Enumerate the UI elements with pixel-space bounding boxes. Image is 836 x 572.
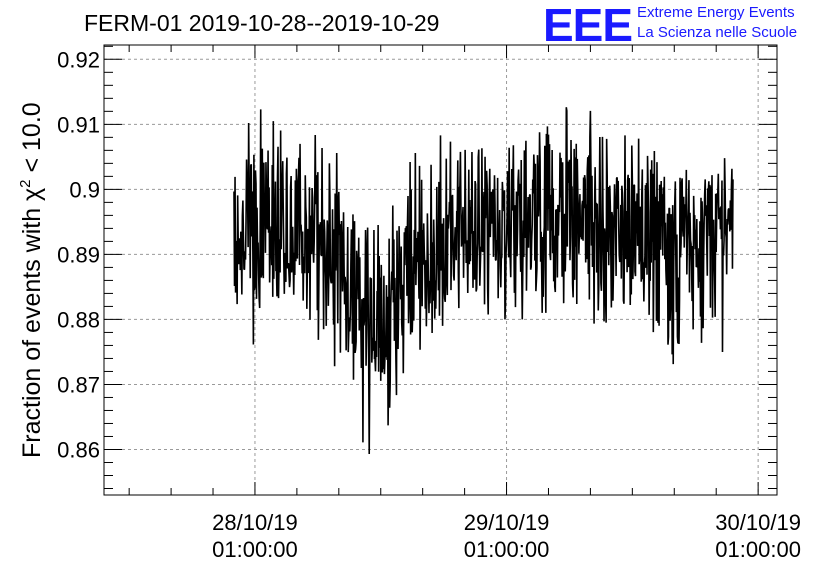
y-tick-label: 0.88 (57, 307, 100, 332)
y-axis-label: Fraction of events with χ2 < 10.0 (17, 102, 46, 458)
data-layer (233, 107, 734, 455)
plot-frame (103, 44, 778, 496)
x-tick-time-label: 01:00:00 (212, 537, 298, 562)
y-tick-label: 0.86 (57, 437, 100, 462)
eee-logo: EEE (543, 0, 633, 51)
y-axis-label-prefix: Fraction of events with (18, 201, 46, 458)
y-tick-label: 0.91 (57, 112, 100, 137)
x-tick-date-label: 29/10/19 (464, 510, 550, 535)
chart-title: FERM-01 2019-10-28--2019-10-29 (84, 10, 440, 36)
x-tick-time-label: 01:00:00 (464, 537, 550, 562)
y-axis-label-superscript: 2 (17, 179, 34, 187)
y-axis-label-symbol: χ (18, 188, 46, 201)
y-tick-label: 0.9 (69, 177, 100, 202)
y-tick-label: 0.92 (57, 47, 100, 72)
x-tick-date-label: 28/10/19 (212, 510, 298, 535)
logo-caption-line-2: La Scienza nelle Scuole (637, 24, 798, 41)
x-tick-time-label: 01:00:00 (715, 537, 801, 562)
axis-layer: 0.860.870.880.890.90.910.9228/10/1901:00… (57, 45, 801, 562)
y-axis-label-suffix: < 10.0 (18, 102, 46, 179)
y-tick-label: 0.89 (57, 242, 100, 267)
y-tick-label: 0.87 (57, 372, 100, 397)
x-tick-date-label: 30/10/19 (715, 510, 801, 535)
logo-caption-line-1: Extreme Energy Events (637, 4, 795, 21)
series-line (233, 107, 734, 455)
